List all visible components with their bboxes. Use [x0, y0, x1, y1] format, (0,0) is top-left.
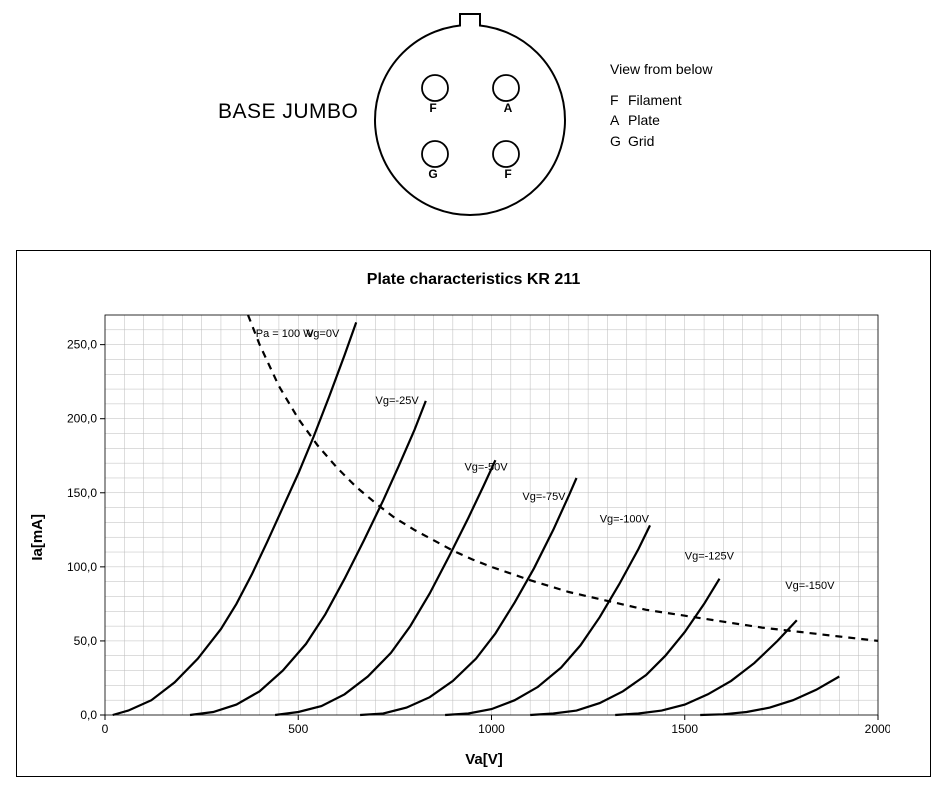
svg-text:2000: 2000 [865, 722, 890, 736]
svg-text:0,0: 0,0 [80, 708, 97, 722]
svg-text:500: 500 [288, 722, 308, 736]
chart-plot: 0 500 1000 1500 2000 0,0 50,0 100,0 150,0 200,0 25… [50, 307, 890, 747]
pinout-legend: View from below FFilamentAPlateGGrid [610, 60, 712, 151]
svg-text:Vg=0V: Vg=0V [306, 328, 340, 340]
svg-text:50,0: 50,0 [74, 634, 98, 648]
legend-title: View from below [610, 60, 712, 80]
chart-container: Plate characteristics KR 211 Ia[mA] 0 500… [16, 250, 931, 777]
svg-text:Vg=-75V: Vg=-75V [522, 491, 566, 503]
chart-title: Plate characteristics KR 211 [29, 271, 918, 289]
svg-text:Vg=-100V: Vg=-100V [600, 513, 650, 525]
legend-row: GGrid [610, 132, 712, 152]
svg-text:Vg=-50V: Vg=-50V [464, 462, 508, 474]
svg-text:F: F [429, 101, 436, 115]
svg-text:0: 0 [102, 722, 109, 736]
pinout-diagram: F A G F [0, 0, 947, 230]
svg-text:Vg=-25V: Vg=-25V [376, 395, 420, 407]
page: F A G F BASE JUMBO View from below FFilamen… [0, 0, 947, 777]
base-label: BASE JUMBO [218, 100, 358, 124]
svg-text:F: F [504, 167, 511, 181]
svg-text:200,0: 200,0 [67, 412, 97, 426]
svg-text:Vg=-150V: Vg=-150V [785, 580, 835, 592]
chart-ylabel: Ia[mA] [29, 514, 46, 561]
svg-text:Vg=-125V: Vg=-125V [685, 550, 735, 562]
svg-text:1000: 1000 [478, 722, 505, 736]
svg-text:1500: 1500 [671, 722, 698, 736]
legend-row: APlate [610, 111, 712, 131]
svg-text:150,0: 150,0 [67, 486, 97, 500]
svg-text:250,0: 250,0 [67, 338, 97, 352]
legend-row: FFilament [610, 91, 712, 111]
pinout-section: F A G F BASE JUMBO View from below FFilamen… [0, 0, 947, 230]
svg-text:100,0: 100,0 [67, 560, 97, 574]
chart-xlabel: Va[V] [50, 751, 918, 768]
svg-text:A: A [504, 101, 513, 115]
svg-text:G: G [428, 167, 437, 181]
